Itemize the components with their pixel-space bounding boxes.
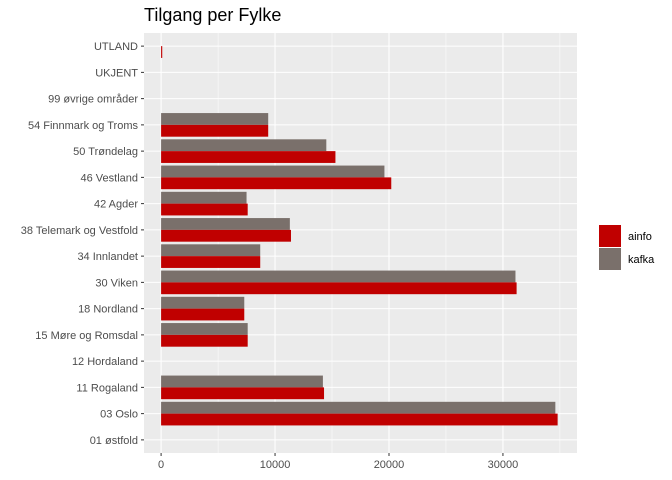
bar-ainfo: [161, 308, 245, 321]
bar-kafka: [161, 191, 247, 204]
bar-ainfo: [161, 151, 336, 163]
legend-key-kafka: [599, 248, 621, 270]
category-label: 54 Finnmark og Troms: [28, 120, 139, 132]
x-tick-label: 20000: [374, 459, 405, 471]
category-label: 38 Telemark og Vestfold: [21, 225, 138, 237]
bar-ainfo: [161, 387, 325, 400]
bars: [161, 46, 558, 426]
bar-ainfo: [161, 229, 291, 242]
bar-ainfo: [161, 46, 163, 58]
category-label: 34 Innlandet: [77, 251, 138, 263]
bar-kafka: [161, 244, 261, 257]
legend: ainfo kafka: [599, 225, 655, 270]
category-labels: UTLAND UKJENT 99 øvrige områder 54 Finnmark…: [21, 41, 144, 447]
bar-ainfo: [161, 413, 558, 426]
category-label: 99 øvrige områder: [48, 94, 138, 106]
bar-kafka: [161, 113, 269, 125]
category-label: 18 Nordland: [78, 304, 138, 316]
legend-label-ainfo: ainfo: [628, 231, 652, 243]
bar-kafka: [161, 375, 323, 388]
bar-kafka: [161, 296, 245, 309]
bar-kafka: [161, 323, 248, 335]
x-tick-labels: 0 10000 20000 30000: [158, 453, 518, 471]
bar-ainfo: [161, 256, 261, 268]
category-label: UKJENT: [95, 67, 138, 79]
bar-ainfo: [161, 334, 248, 347]
category-label: 42 Agder: [94, 199, 138, 211]
bar-kafka: [161, 139, 327, 152]
bar-kafka: [161, 165, 385, 178]
category-label: 12 Hordaland: [72, 356, 138, 368]
x-tick-label: 30000: [488, 459, 519, 471]
category-label: UTLAND: [94, 41, 138, 53]
bar-ainfo: [161, 282, 517, 295]
bar-kafka: [161, 270, 516, 283]
category-label: 01 østfold: [90, 435, 138, 447]
grid-lines: [144, 33, 577, 453]
bar-kafka: [161, 218, 290, 230]
category-label: 03 Oslo: [100, 409, 138, 421]
bar-ainfo: [161, 203, 248, 216]
bar-ainfo: [161, 177, 392, 190]
bar-ainfo: [161, 124, 269, 137]
category-label: 30 Viken: [95, 277, 138, 289]
x-tick-label: 10000: [260, 459, 291, 471]
legend-key-ainfo: [599, 225, 621, 247]
x-tick-label: 0: [158, 459, 164, 471]
category-label: 15 Møre og Romsdal: [35, 330, 138, 342]
legend-label-kafka: kafka: [628, 254, 655, 266]
category-label: 46 Vestland: [81, 172, 139, 184]
bar-kafka: [161, 401, 556, 414]
category-label: 50 Trøndelag: [73, 146, 138, 158]
chart-title: Tilgang per Fylke: [144, 5, 281, 25]
category-label: 11 Rogaland: [76, 382, 138, 394]
